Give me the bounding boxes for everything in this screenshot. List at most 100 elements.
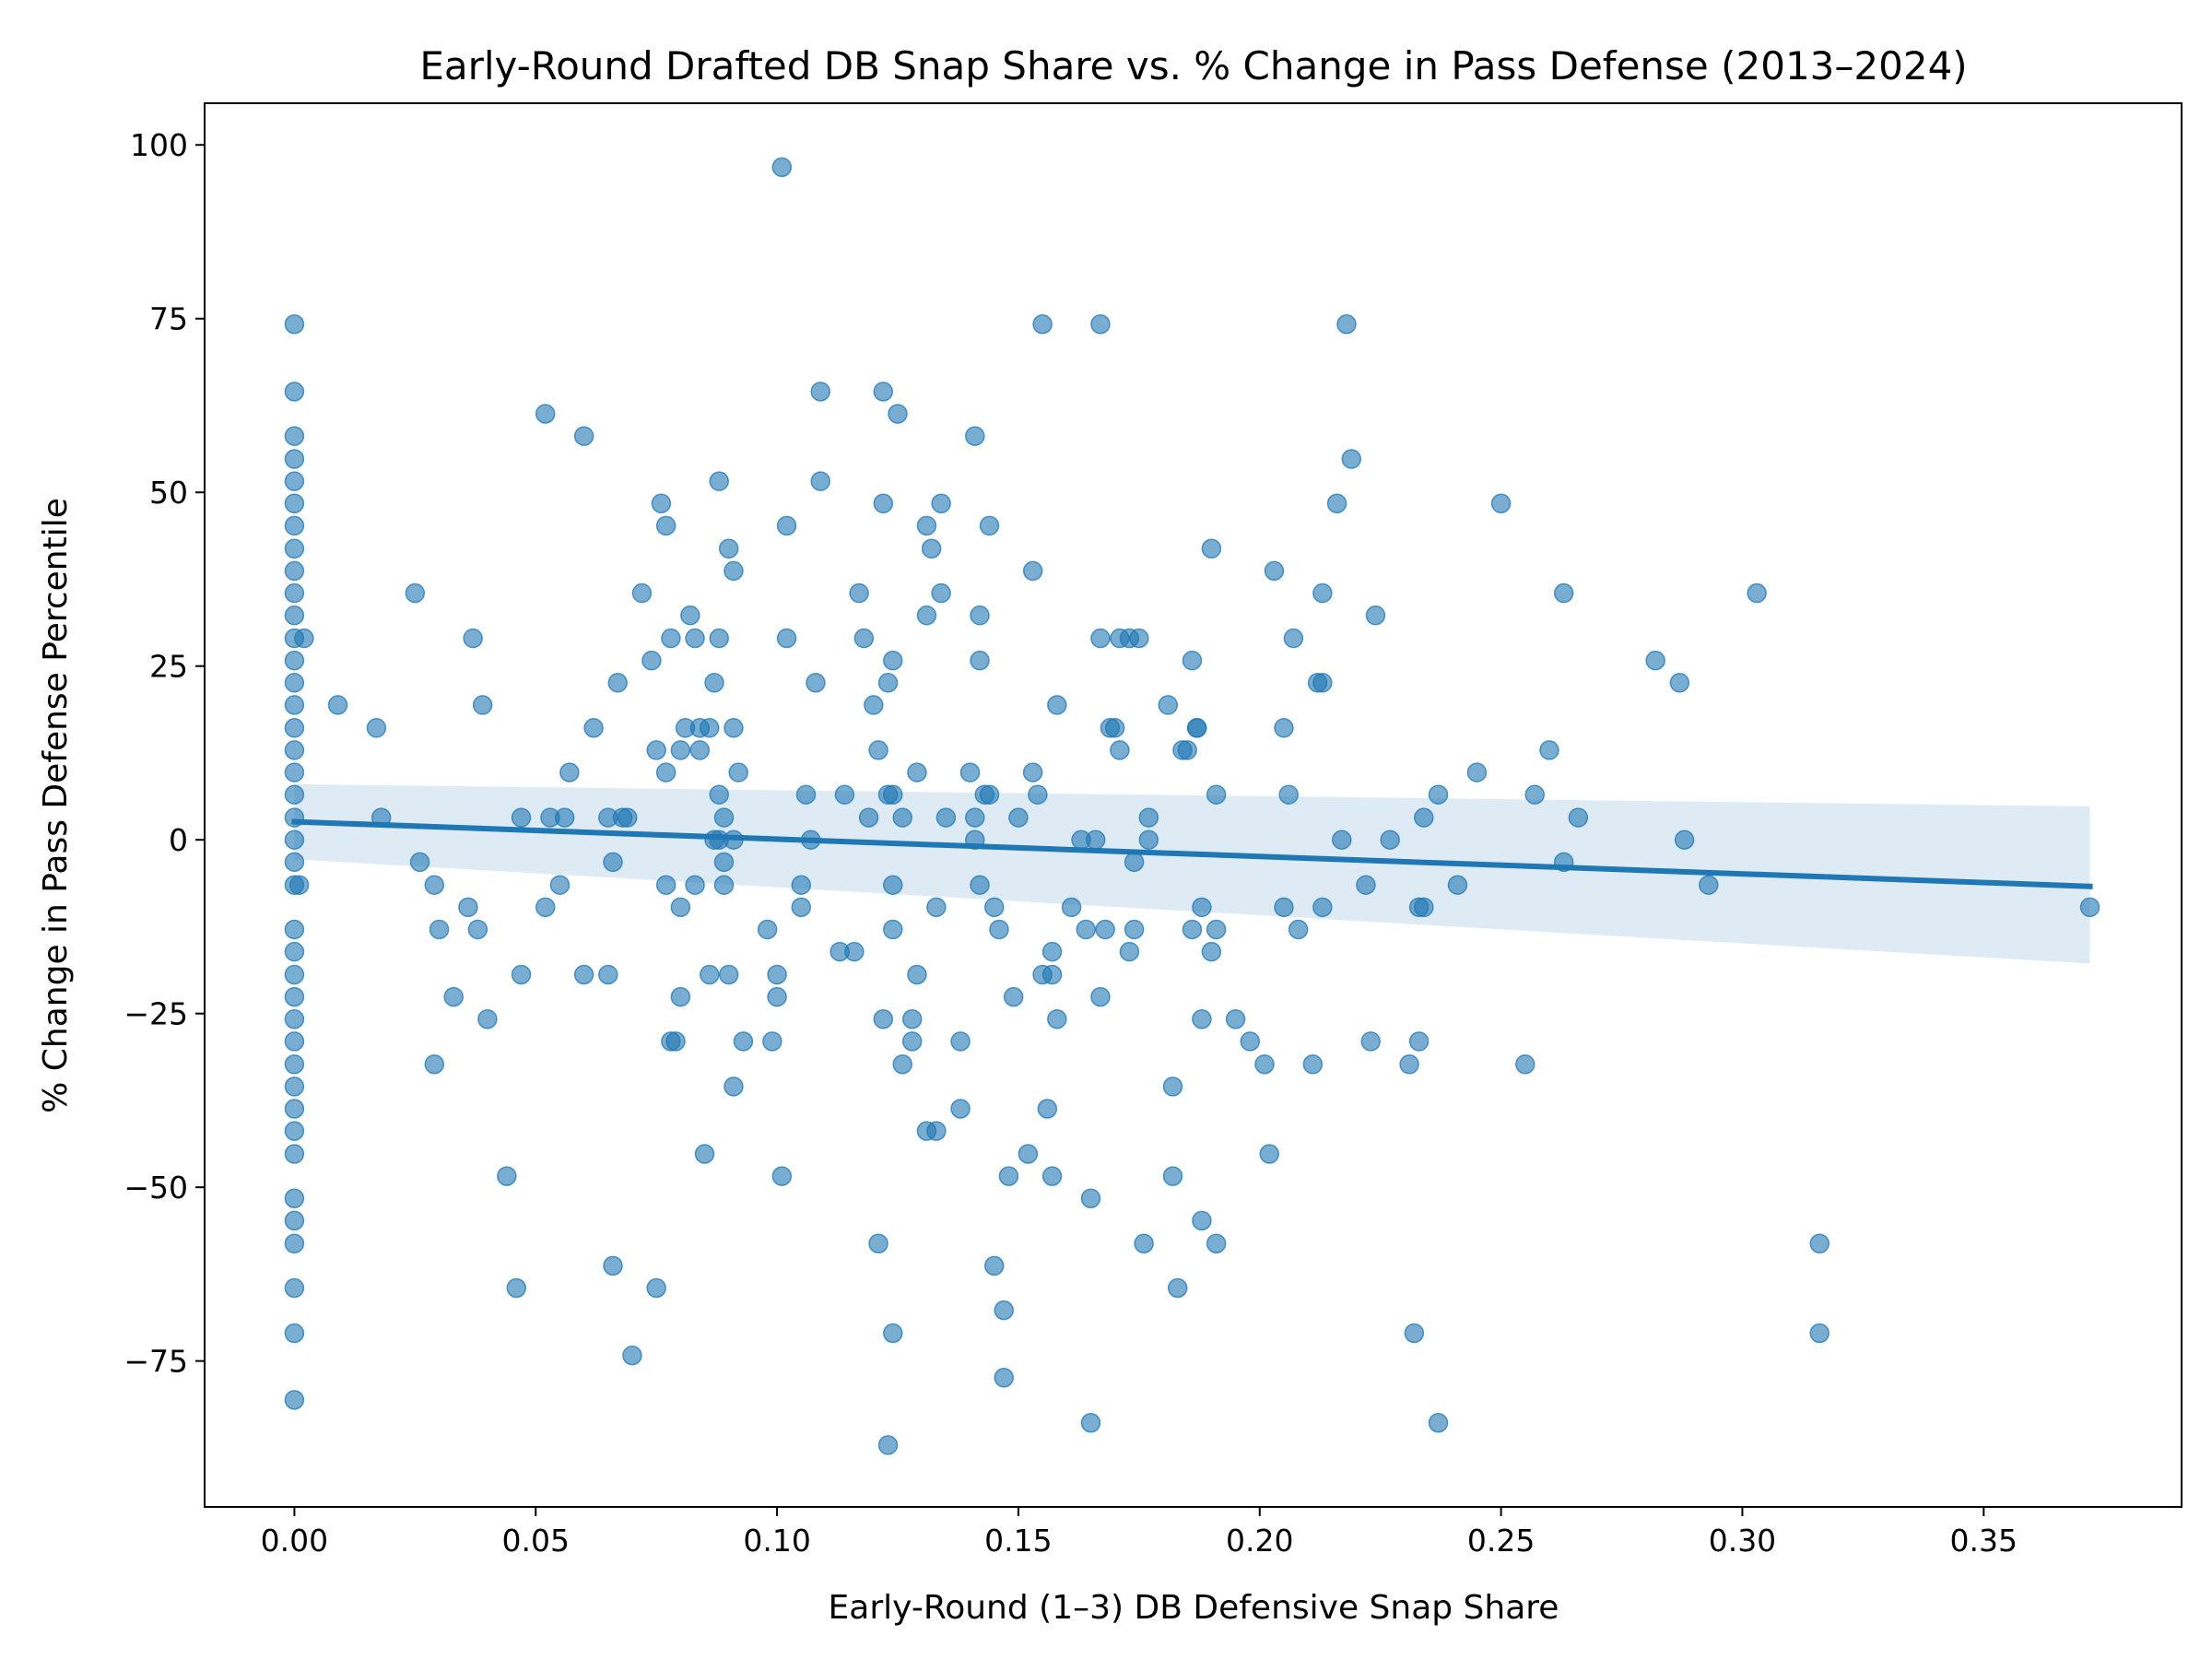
data-point: [1259, 1144, 1279, 1164]
data-point: [907, 964, 927, 985]
confidence-band-layer: [294, 783, 2090, 964]
data-point: [1003, 986, 1024, 1007]
data-point: [284, 1099, 305, 1119]
data-point: [651, 493, 672, 514]
data-point: [685, 875, 705, 895]
data-point: [284, 1144, 305, 1164]
y-tick-label: 50: [149, 475, 188, 511]
data-point: [979, 515, 1000, 536]
data-point: [327, 695, 348, 715]
data-point: [907, 762, 927, 782]
data-point: [284, 941, 305, 962]
data-point: [1206, 784, 1227, 805]
data-point: [607, 673, 629, 693]
data-point: [873, 382, 894, 402]
data-point: [728, 762, 748, 782]
data-point: [1104, 718, 1125, 738]
data-point: [1028, 784, 1048, 805]
data-point: [284, 1323, 305, 1344]
data-point: [409, 852, 430, 873]
data-point: [463, 628, 483, 649]
data-point: [506, 1277, 527, 1299]
data-point: [670, 986, 691, 1007]
data-point: [1274, 718, 1294, 738]
data-point: [284, 1031, 305, 1052]
data-point: [713, 852, 735, 873]
data-point: [1041, 1166, 1063, 1186]
data-point: [1090, 628, 1111, 649]
data-point: [1177, 740, 1197, 760]
data-point: [1312, 897, 1333, 918]
data-point: [983, 897, 1005, 918]
data-point: [284, 852, 305, 873]
data-point: [284, 919, 305, 940]
data-point: [916, 515, 937, 536]
data-point: [685, 628, 705, 649]
data-point: [1162, 1166, 1183, 1186]
data-point: [477, 1008, 498, 1030]
data-point: [1167, 1277, 1188, 1299]
data-point: [1076, 919, 1096, 940]
data-point: [1061, 897, 1082, 918]
data-point: [849, 582, 869, 604]
data-point: [724, 718, 744, 738]
data-point: [1674, 830, 1695, 850]
data-point: [284, 1077, 305, 1097]
data-point: [1047, 695, 1067, 715]
data-point: [1288, 919, 1309, 940]
data-point: [1809, 1323, 1830, 1344]
data-point: [284, 314, 305, 335]
data-point: [655, 875, 677, 895]
plot-frame: [204, 102, 2183, 1508]
data-point: [883, 784, 903, 805]
data-point: [549, 875, 571, 895]
data-point: [1225, 1008, 1246, 1030]
data-point: [1186, 718, 1207, 738]
data-point: [284, 830, 305, 850]
data-point: [810, 382, 830, 402]
data-point: [926, 897, 947, 918]
data-point: [1201, 941, 1222, 962]
data-point: [284, 1188, 305, 1208]
data-point: [284, 449, 305, 469]
x-tick-label: 0.35: [1950, 1523, 2018, 1559]
data-point: [834, 784, 855, 805]
data-point: [284, 1277, 305, 1299]
y-tick-label: 100: [130, 127, 188, 163]
data-point: [965, 426, 985, 446]
y-tick-label: −50: [124, 1170, 188, 1206]
data-point: [1192, 897, 1212, 918]
data-point: [1283, 628, 1304, 649]
data-point: [284, 650, 305, 671]
data-point: [877, 673, 899, 693]
data-point: [1515, 1053, 1535, 1075]
data-point: [1095, 919, 1115, 940]
data-point: [1408, 1031, 1430, 1052]
data-point: [1192, 1210, 1212, 1231]
data-point: [467, 919, 488, 940]
data-point: [424, 1053, 445, 1075]
data-point: [631, 582, 653, 604]
data-point: [655, 515, 677, 536]
confidence-band: [294, 783, 2090, 964]
x-tick-label: 0.05: [502, 1523, 570, 1559]
data-point: [366, 718, 387, 738]
data-point: [284, 605, 305, 626]
data-point: [810, 471, 830, 491]
data-point: [994, 1300, 1014, 1321]
data-point: [1414, 897, 1434, 918]
data-point: [554, 807, 575, 828]
data-point: [1124, 852, 1145, 873]
data-point: [970, 650, 990, 671]
data-point: [883, 650, 903, 671]
data-point: [713, 807, 735, 828]
regression-line-layer: [291, 818, 2093, 889]
data-point: [1138, 807, 1159, 828]
data-point: [1490, 493, 1512, 514]
data-point: [646, 1277, 666, 1299]
data-point: [1332, 830, 1352, 850]
data-point: [718, 538, 739, 559]
chart-title: Early-Round Drafted DB Snap Share vs. % …: [419, 43, 1967, 88]
data-point: [901, 1008, 923, 1030]
data-point: [883, 875, 903, 895]
